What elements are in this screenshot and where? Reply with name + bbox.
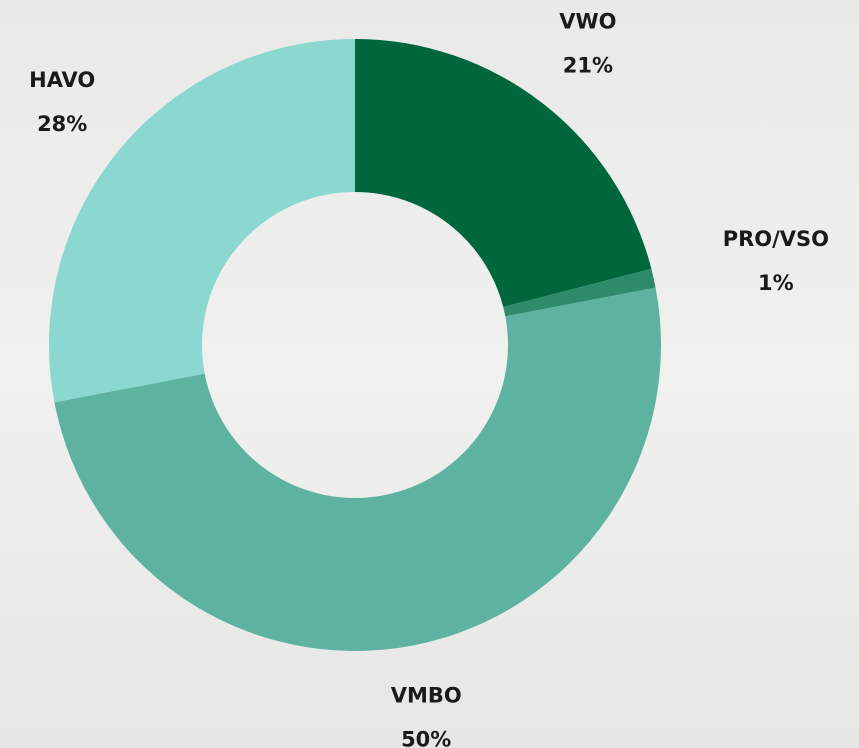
slice-label: VMBO	[391, 683, 462, 707]
slice-label: HAVO	[29, 68, 95, 92]
value-label: 50%	[401, 727, 451, 748]
value-label: 21%	[563, 54, 613, 78]
chart: VWO 21% PRO/VSO 1% VMBO 50% HAVO 28%	[0, 0, 859, 748]
value-label: 1%	[758, 271, 794, 295]
slice-label: PRO/VSO	[723, 227, 829, 251]
value-label: 28%	[37, 112, 87, 136]
slice-label: VWO	[559, 10, 616, 34]
